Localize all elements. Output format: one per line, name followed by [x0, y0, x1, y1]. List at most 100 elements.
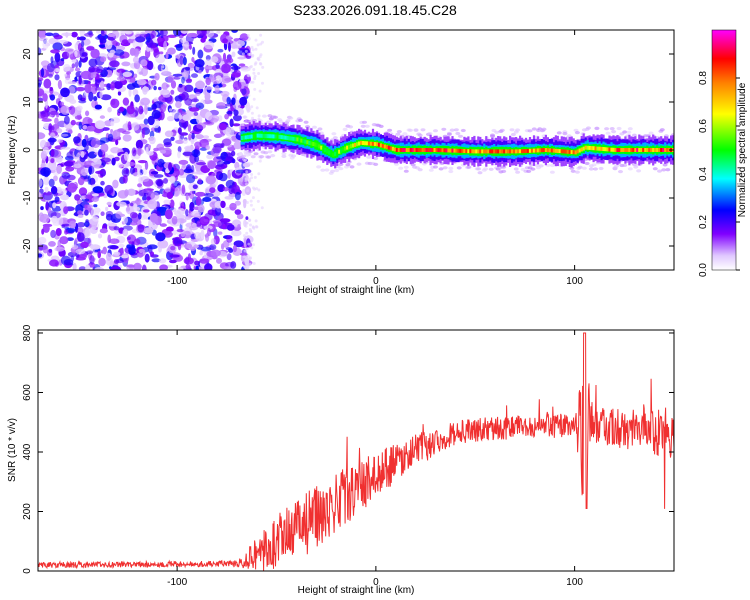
noise-blob — [187, 124, 192, 132]
noise-blob — [218, 172, 228, 182]
noise-blob — [254, 219, 258, 223]
noise-blob — [51, 215, 58, 224]
snr-xtick-label: 0 — [373, 577, 379, 588]
noise-blob — [72, 262, 77, 270]
noise-blob — [39, 213, 50, 223]
ridge-core — [417, 148, 420, 152]
ridge-core — [481, 149, 484, 154]
ridge-halo — [466, 165, 472, 169]
noise-blob — [99, 115, 105, 119]
ridge-core — [487, 149, 490, 154]
ridge-core — [586, 145, 589, 150]
colorbar-tick-label: 0.0 — [698, 263, 709, 277]
noise-blob — [256, 56, 260, 60]
ridge-halo — [530, 167, 536, 171]
ridge-halo — [476, 167, 482, 171]
noise-blob — [117, 91, 122, 96]
noise-blob — [176, 267, 184, 270]
noise-blob — [242, 234, 246, 238]
noise-blob — [93, 204, 98, 208]
noise-blob — [210, 56, 219, 63]
ridge-halo — [305, 125, 310, 129]
noise-blob — [132, 89, 139, 97]
noise-blob — [107, 133, 114, 142]
snr-series-line — [38, 332, 674, 571]
noise-blob — [159, 51, 164, 55]
noise-blob — [156, 180, 163, 187]
noise-blob — [177, 84, 187, 93]
noise-blob — [224, 196, 234, 200]
noise-blob — [252, 68, 256, 71]
ridge-core — [519, 149, 522, 154]
noise-blob — [78, 75, 82, 85]
noise-blob — [185, 264, 191, 269]
noise-blob — [52, 202, 57, 209]
noise-blob — [50, 148, 55, 157]
noise-blob — [177, 243, 182, 251]
noise-blob — [256, 43, 260, 47]
noise-blob — [63, 206, 69, 215]
ridge-core — [316, 143, 319, 148]
noise-blob — [100, 157, 112, 163]
noise-blob — [184, 256, 190, 265]
ridge-halo — [652, 167, 658, 171]
noise-blob — [74, 50, 78, 58]
ridge-halo — [273, 115, 278, 119]
noise-blob — [84, 32, 94, 37]
noise-blob — [104, 184, 114, 195]
noise-blob — [252, 97, 256, 101]
noise-blob — [77, 94, 83, 101]
ridge-core — [507, 149, 510, 154]
noise-blob — [255, 106, 259, 110]
ridge-core — [568, 149, 571, 154]
ridge-core — [463, 149, 466, 153]
noise-blob — [195, 196, 202, 206]
spectrogram-ytick-label: -20 — [22, 238, 33, 253]
noise-blob — [186, 32, 198, 38]
ridge-core — [358, 141, 361, 146]
ridge-core — [401, 148, 404, 152]
noise-blob — [254, 225, 258, 229]
noise-blob — [248, 107, 252, 111]
noise-blob — [166, 226, 174, 232]
noise-blob — [261, 81, 264, 85]
ridge-core — [348, 144, 351, 149]
noise-blob — [261, 65, 265, 69]
noise-blob — [50, 56, 54, 64]
noise-blob — [135, 36, 146, 43]
ridge-halo — [433, 129, 438, 133]
noise-blob — [186, 78, 193, 82]
noise-blob — [208, 114, 220, 123]
ridge-core — [431, 148, 434, 152]
noise-blob — [169, 254, 180, 258]
noise-blob — [192, 184, 198, 189]
ridge-core — [441, 148, 444, 153]
noise-blob — [85, 264, 91, 270]
ridge-core — [626, 148, 629, 152]
noise-blob — [79, 47, 85, 58]
noise-blob — [117, 162, 123, 169]
ridge-halo — [499, 128, 505, 132]
noise-blob — [122, 134, 132, 142]
noise-blob — [131, 121, 140, 131]
noise-blob — [251, 196, 255, 200]
noise-blob — [38, 79, 43, 86]
ridge-core — [584, 145, 587, 150]
ridge-core — [264, 134, 267, 138]
ridge-core — [638, 148, 641, 152]
ridge-core — [614, 148, 617, 152]
ridge-halo — [611, 130, 617, 134]
ridge-core — [660, 148, 663, 152]
ridge-core — [606, 147, 609, 152]
ridge-halo — [378, 124, 384, 128]
noise-blob — [205, 86, 213, 90]
noise-blob — [133, 203, 138, 212]
noise-blob — [172, 229, 177, 236]
noise-blob — [233, 240, 244, 248]
ridge-core — [352, 143, 355, 148]
noise-blob — [71, 59, 77, 63]
noise-blob — [100, 80, 105, 90]
ridge-core — [566, 149, 569, 154]
noise-blob — [47, 208, 52, 214]
noise-blob — [185, 66, 191, 71]
